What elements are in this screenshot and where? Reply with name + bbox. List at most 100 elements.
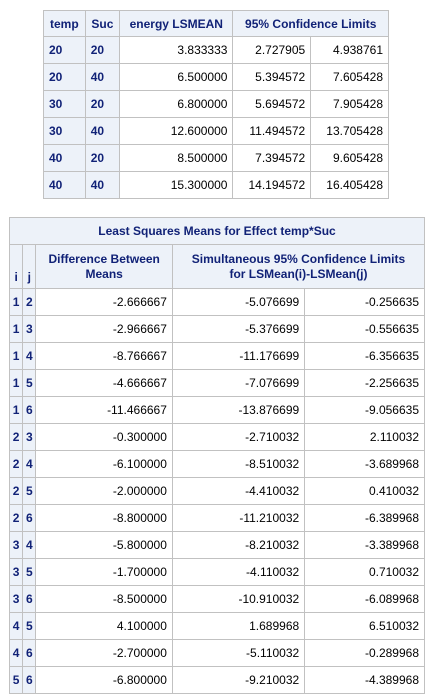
cell-j: 6 xyxy=(22,396,37,424)
diff-header-row: i j Difference Between Means Simultaneou… xyxy=(8,244,426,289)
diff-row: 1 5 -4.666667 -7.076699 -2.256635 xyxy=(8,369,425,397)
cell-lower-limit: -4.410032 xyxy=(171,477,306,505)
diff-row: 4 6 -2.700000 -5.110032 -0.289968 xyxy=(8,639,425,667)
lsmeans-row: 20 20 3.833333 2.727905 4.938761 xyxy=(43,36,389,64)
cell-lsmean: 12.600000 xyxy=(119,117,234,145)
cell-j: 5 xyxy=(22,612,37,640)
cell-lsmean: 8.500000 xyxy=(119,144,234,172)
cell-lower-limit: -9.210032 xyxy=(171,666,306,694)
diff-row: 1 6 -11.466667 -13.876699 -9.056635 xyxy=(8,396,425,424)
cell-lower-limit: -5.376699 xyxy=(171,315,306,343)
cell-j: 5 xyxy=(22,477,37,505)
cell-lsmean: 6.500000 xyxy=(119,63,234,91)
cell-j: 6 xyxy=(22,585,37,613)
cell-upper-limit: 7.605428 xyxy=(310,63,389,91)
cell-difference: -8.500000 xyxy=(35,585,173,613)
lsmeans-header-row: temp Suc energy LSMEAN 95% Confidence Li… xyxy=(43,10,389,37)
cell-upper-limit: 6.510032 xyxy=(304,612,425,640)
cell-lower-limit: -10.910032 xyxy=(171,585,306,613)
cell-difference: -6.800000 xyxy=(35,666,173,694)
cell-difference: -8.800000 xyxy=(35,504,173,532)
cell-upper-limit: -6.389968 xyxy=(304,504,425,532)
header-difference-line2: Means xyxy=(85,266,123,281)
header-j: j xyxy=(22,244,37,289)
cell-lower-limit: -5.076699 xyxy=(171,288,306,316)
cell-difference: -0.300000 xyxy=(35,423,173,451)
lsmeans-table: temp Suc energy LSMEAN 95% Confidence Li… xyxy=(43,10,389,199)
lsmeans-row: 20 40 6.500000 5.394572 7.605428 xyxy=(43,63,389,91)
cell-lower-limit: -11.210032 xyxy=(171,504,306,532)
cell-i: 3 xyxy=(8,558,24,586)
cell-difference: 4.100000 xyxy=(35,612,173,640)
cell-suc: 40 xyxy=(84,171,121,199)
cell-lower-limit: -7.076699 xyxy=(171,369,306,397)
cell-j: 5 xyxy=(22,558,37,586)
diff-row: 3 4 -5.800000 -8.210032 -3.389968 xyxy=(8,531,425,559)
cell-i: 4 xyxy=(8,612,24,640)
cell-upper-limit: 0.710032 xyxy=(304,558,425,586)
cell-upper-limit: 7.905428 xyxy=(310,90,389,118)
cell-upper-limit: 0.410032 xyxy=(304,477,425,505)
cell-lower-limit: -13.876699 xyxy=(171,396,306,424)
diff-row: 2 3 -0.300000 -2.710032 2.110032 xyxy=(8,423,425,451)
lsmean-differences-table: Least Squares Means for Effect temp*Suc … xyxy=(8,217,426,694)
header-energy-lsmean: energy LSMEAN xyxy=(119,10,234,37)
cell-upper-limit: -2.256635 xyxy=(304,369,425,397)
header-i: i xyxy=(8,244,24,289)
cell-upper-limit: -0.256635 xyxy=(304,288,425,316)
cell-i: 2 xyxy=(8,504,24,532)
cell-i: 1 xyxy=(8,288,24,316)
cell-lower-limit: 7.394572 xyxy=(232,144,312,172)
header-ci-line2: for LSMean(i)-LSMean(j) xyxy=(229,266,368,281)
cell-lsmean: 3.833333 xyxy=(119,36,234,64)
cell-j: 5 xyxy=(22,369,37,397)
cell-lsmean: 15.300000 xyxy=(119,171,234,199)
diff-row: 2 6 -8.800000 -11.210032 -6.389968 xyxy=(8,504,425,532)
diff-row: 5 6 -6.800000 -9.210032 -4.389968 xyxy=(8,666,425,694)
cell-i: 3 xyxy=(8,531,24,559)
lsmeans-row: 40 40 15.300000 14.194572 16.405428 xyxy=(43,171,389,199)
cell-i: 2 xyxy=(8,477,24,505)
diff-row: 3 5 -1.700000 -4.110032 0.710032 xyxy=(8,558,425,586)
lsmeans-body: 20 20 3.833333 2.727905 4.938761 20 40 6.500000… xyxy=(43,36,389,199)
cell-j: 6 xyxy=(22,666,37,694)
cell-lower-limit: -11.176699 xyxy=(171,342,306,370)
cell-difference: -2.700000 xyxy=(35,639,173,667)
cell-difference: -2.000000 xyxy=(35,477,173,505)
cell-i: 1 xyxy=(8,315,24,343)
cell-upper-limit: -3.689968 xyxy=(304,450,425,478)
diff-row: 4 5 4.100000 1.689968 6.510032 xyxy=(8,612,425,640)
cell-i: 4 xyxy=(8,639,24,667)
cell-temp: 30 xyxy=(43,90,86,118)
cell-i: 5 xyxy=(8,666,24,694)
cell-suc: 20 xyxy=(84,36,121,64)
diff-row: 2 4 -6.100000 -8.510032 -3.689968 xyxy=(8,450,425,478)
cell-upper-limit: 13.705428 xyxy=(310,117,389,145)
table-title: Least Squares Means for Effect temp*Suc xyxy=(9,217,425,245)
cell-upper-limit: -4.389968 xyxy=(304,666,425,694)
cell-upper-limit: 4.938761 xyxy=(310,36,389,64)
cell-upper-limit: 16.405428 xyxy=(310,171,389,199)
cell-lower-limit: 2.727905 xyxy=(232,36,312,64)
cell-upper-limit: 9.605428 xyxy=(310,144,389,172)
cell-i: 3 xyxy=(8,585,24,613)
cell-lower-limit: -8.510032 xyxy=(171,450,306,478)
header-suc: Suc xyxy=(84,10,121,37)
cell-lower-limit: -5.110032 xyxy=(171,639,306,667)
cell-j: 4 xyxy=(22,450,37,478)
cell-j: 6 xyxy=(22,504,37,532)
header-confidence-limits: 95% Confidence Limits xyxy=(232,10,389,37)
header-simultaneous-confidence-limits: Simultaneous 95% Confidence Limits for L… xyxy=(171,244,426,289)
cell-j: 3 xyxy=(22,423,37,451)
cell-lower-limit: 5.694572 xyxy=(232,90,312,118)
cell-temp: 40 xyxy=(43,171,86,199)
header-ci-line1: Simultaneous 95% Confidence Limits xyxy=(191,251,406,266)
cell-j: 3 xyxy=(22,315,37,343)
cell-j: 6 xyxy=(22,639,37,667)
cell-j: 4 xyxy=(22,531,37,559)
cell-upper-limit: -0.556635 xyxy=(304,315,425,343)
cell-lower-limit: -8.210032 xyxy=(171,531,306,559)
diff-row: 1 4 -8.766667 -11.176699 -6.356635 xyxy=(8,342,425,370)
cell-lower-limit: 1.689968 xyxy=(171,612,306,640)
cell-lower-limit: 11.494572 xyxy=(232,117,312,145)
